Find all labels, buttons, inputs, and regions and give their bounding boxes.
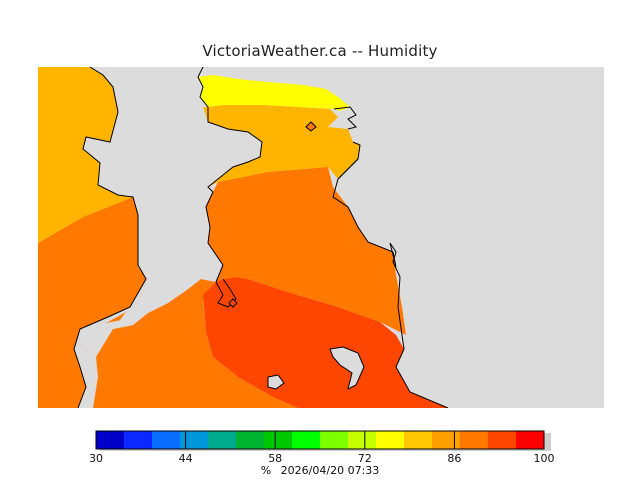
colorbar-tick-label: 100 (534, 452, 555, 465)
colorbar-tick-label: 44 (179, 452, 193, 465)
humidity-zone-north-yellow (198, 75, 350, 111)
colorbar-swatch (376, 431, 405, 449)
colorbar-swatch (236, 431, 265, 449)
colorbar-swatch (348, 431, 377, 449)
humidity-zone-central-red (203, 277, 448, 408)
colorbar-tick-label: 58 (268, 452, 282, 465)
humidity-colorbar: 30 44 58 72 86 100 (90, 430, 555, 465)
humidity-zone-west-amber (38, 67, 133, 243)
unit-label: % (260, 464, 272, 477)
water-inlet (74, 112, 150, 408)
colorbar-swatch (264, 431, 293, 449)
humidity-map (38, 67, 604, 408)
coastline (73, 67, 449, 408)
humidity-zone-central-orange (206, 167, 406, 335)
colorbar-swatch (180, 431, 209, 449)
colorbar-swatch (320, 431, 349, 449)
colorbar-tick-label: 72 (358, 452, 372, 465)
island-south (329, 346, 365, 390)
colorbar-tick-label: 86 (447, 452, 461, 465)
colorbar-swatch (404, 431, 433, 449)
colorbar-tick-label: 30 (90, 452, 103, 465)
island-marker (305, 121, 317, 132)
colorbar-swatch (516, 431, 545, 449)
humidity-zone-west-orange (38, 197, 150, 408)
colorbar-swatch (208, 431, 237, 449)
colorbar-swatch (124, 431, 153, 449)
colorbar-swatch (488, 431, 517, 449)
colorbar-swatch (432, 431, 461, 449)
colorbar-swatch (292, 431, 321, 449)
island-small-south (267, 374, 285, 390)
timestamp: 2026/04/20 07:33 (280, 464, 380, 477)
map-title: VictoriaWeather.ca -- Humidity (202, 42, 438, 60)
colorbar-swatch (460, 431, 489, 449)
humidity-zone-south-orange (93, 279, 298, 408)
colorbar-footer: % 2026/04/20 07:33 (0, 464, 640, 477)
island-victoria-marker (228, 298, 238, 308)
colorbar-swatch (152, 431, 181, 449)
water-central (90, 67, 262, 329)
colorbar-swatch (96, 431, 125, 449)
humidity-zone-north-amber (203, 105, 360, 187)
